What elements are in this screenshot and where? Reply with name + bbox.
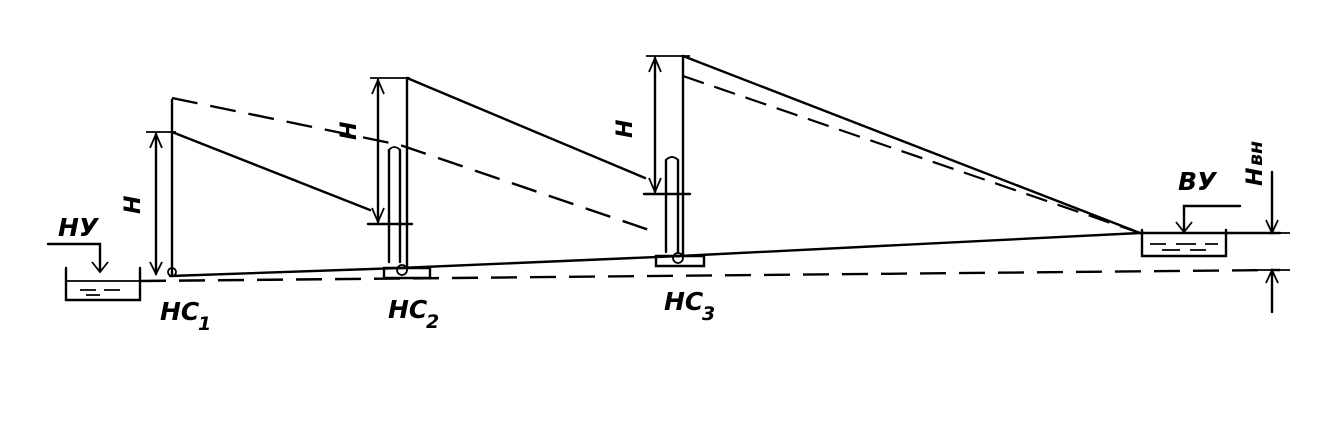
- station-2-head-line: [405, 76, 647, 180]
- station-1-static-line: [171, 96, 656, 234]
- head-3-label: H: [613, 120, 638, 138]
- upper-reservoir-label: ВУ: [1178, 167, 1218, 196]
- station-3-head-line: [681, 54, 1142, 235]
- pipeline-profile: [168, 231, 1282, 278]
- lower-reservoir-label: НУ: [58, 213, 100, 242]
- head-2-label: H: [337, 122, 362, 140]
- station-1-subscript: 1: [198, 313, 211, 335]
- station-2: [366, 76, 432, 280]
- station-3: [642, 54, 706, 268]
- upper-reservoir: [1140, 204, 1242, 258]
- station-1: [146, 98, 177, 278]
- head-1-label: H: [121, 196, 146, 214]
- head-geo-subscript: вн: [1245, 141, 1267, 166]
- station-1-head-line: [170, 130, 372, 212]
- datum-line: [139, 268, 1281, 283]
- station-1-label: НС: [160, 297, 200, 326]
- station-3-subscript: 3: [702, 303, 715, 325]
- station-3-static-line: [682, 74, 1141, 235]
- station-2-subscript: 2: [426, 311, 439, 333]
- head-geo-label: H: [1243, 168, 1268, 186]
- lower-reservoir: [46, 242, 142, 302]
- station-3-label: НС: [664, 287, 704, 316]
- station-2-label: НС: [388, 295, 428, 324]
- geometric-head-marker: [1250, 170, 1290, 314]
